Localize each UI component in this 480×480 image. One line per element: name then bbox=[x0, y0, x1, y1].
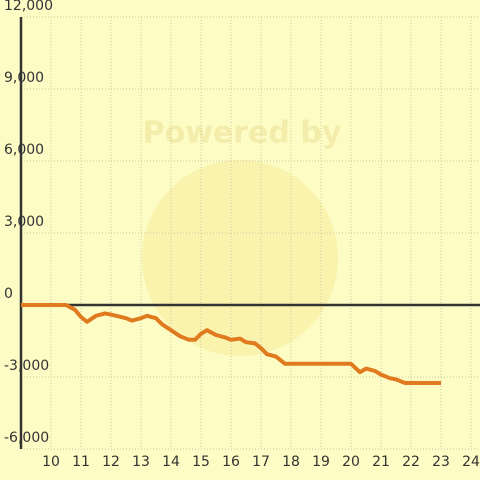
x-tick-label: 14 bbox=[162, 454, 180, 470]
watermark-logo bbox=[142, 160, 338, 356]
line bbox=[21, 303, 441, 385]
y-tick-label: -3,000 bbox=[4, 358, 49, 374]
x-tick-label: 16 bbox=[222, 454, 240, 470]
x-tick-label: 22 bbox=[402, 454, 420, 470]
x-tick-label: 12 bbox=[102, 454, 120, 470]
y-tick-label: 9,000 bbox=[4, 70, 44, 86]
y-tick-label: -6,000 bbox=[4, 430, 49, 446]
y-tick-label: 3,000 bbox=[4, 214, 44, 230]
watermark: Powered by bbox=[143, 116, 342, 151]
y-tick-label: 12,000 bbox=[4, 0, 53, 14]
x-tick-label: 10 bbox=[42, 454, 60, 470]
x-tick-label: 23 bbox=[432, 454, 450, 470]
y-tick-label: 0 bbox=[4, 286, 13, 302]
x-tick-label: 20 bbox=[342, 454, 360, 470]
x-tick-label: 13 bbox=[132, 454, 150, 470]
x-tick-label: 15 bbox=[192, 454, 210, 470]
x-tick-label: 11 bbox=[72, 454, 90, 470]
x-tick-label: 24 bbox=[462, 454, 480, 470]
x-tick-label: 18 bbox=[282, 454, 300, 470]
x-tick-label: 21 bbox=[372, 454, 390, 470]
x-tick-label: 19 bbox=[312, 454, 330, 470]
x-tick-label: 17 bbox=[252, 454, 270, 470]
y-tick-label: 6,000 bbox=[4, 142, 44, 158]
